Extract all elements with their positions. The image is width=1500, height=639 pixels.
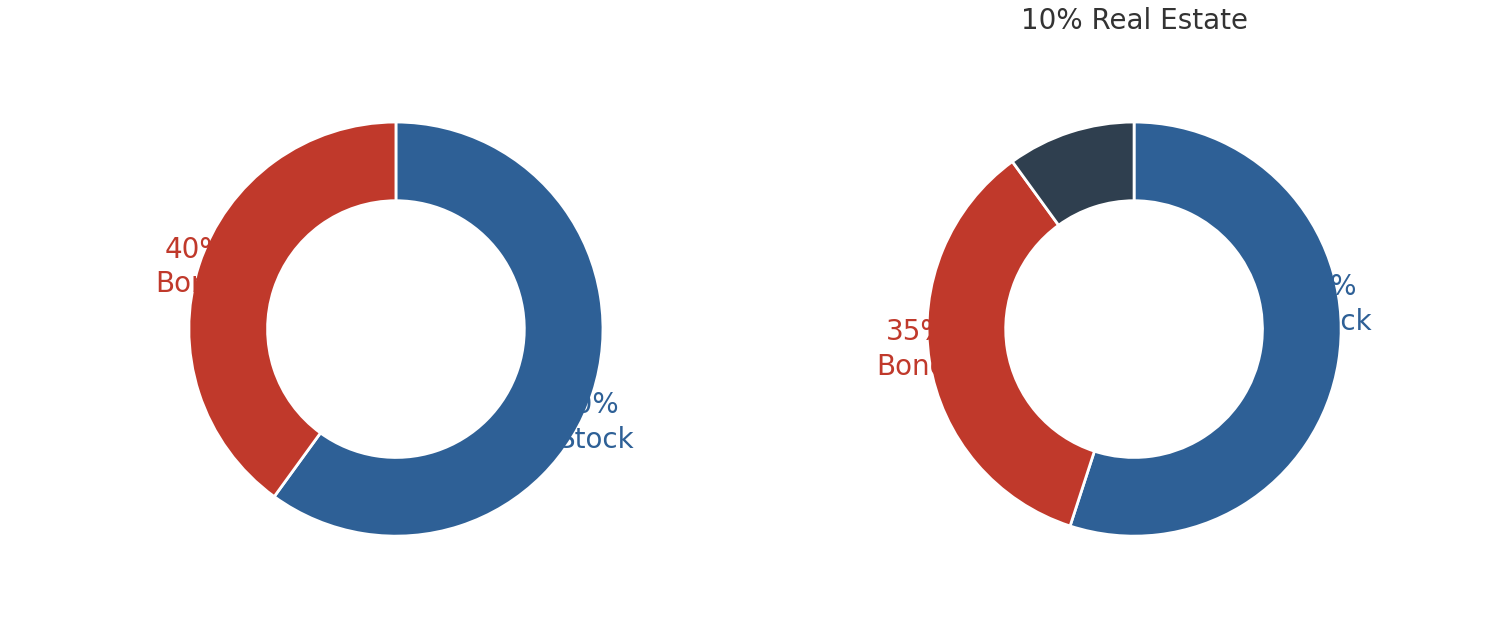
Text: 60%
Stock: 60% Stock [558, 391, 634, 454]
Wedge shape [189, 122, 396, 497]
Text: 55%
Stock: 55% Stock [1296, 273, 1372, 335]
Wedge shape [927, 162, 1095, 526]
Text: 35%
Bond: 35% Bond [876, 318, 948, 381]
Wedge shape [274, 122, 603, 536]
Wedge shape [1013, 122, 1134, 225]
Wedge shape [1070, 122, 1341, 536]
Text: 40%
Bond: 40% Bond [154, 236, 226, 298]
Text: 10% Real Estate: 10% Real Estate [1020, 7, 1248, 35]
